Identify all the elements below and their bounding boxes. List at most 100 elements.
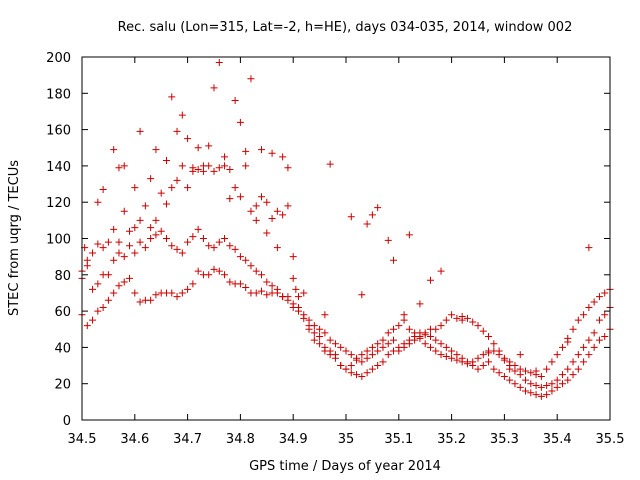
data-point xyxy=(405,231,413,239)
data-point xyxy=(147,224,155,232)
data-point xyxy=(432,347,440,355)
data-point xyxy=(194,144,202,152)
data-point xyxy=(162,156,170,164)
data-point xyxy=(210,244,218,252)
data-point xyxy=(421,329,429,337)
data-point xyxy=(595,293,603,301)
data-point xyxy=(474,354,482,362)
data-point xyxy=(94,280,102,288)
data-point xyxy=(374,340,382,348)
data-point xyxy=(527,380,535,388)
plot-frame xyxy=(81,56,611,421)
data-point xyxy=(537,392,545,400)
data-point xyxy=(384,351,392,359)
data-point xyxy=(184,238,192,246)
data-point xyxy=(485,333,493,341)
x-tick-label: 35.5 xyxy=(596,432,625,447)
data-point xyxy=(580,343,588,351)
data-point xyxy=(453,351,461,359)
data-point xyxy=(485,358,493,366)
data-point xyxy=(416,333,424,341)
data-point xyxy=(479,362,487,370)
y-tick-label: 60 xyxy=(54,305,71,320)
data-point xyxy=(342,347,350,355)
data-point xyxy=(601,289,609,297)
data-point xyxy=(99,185,107,193)
data-point xyxy=(495,369,503,377)
y-tick-label: 160 xyxy=(46,124,71,139)
y-tick-label: 20 xyxy=(54,378,71,393)
data-point xyxy=(432,336,440,344)
data-point xyxy=(268,282,276,290)
data-point xyxy=(221,271,229,279)
data-point xyxy=(363,220,371,228)
data-point xyxy=(553,383,561,391)
data-point xyxy=(532,367,540,375)
data-point xyxy=(289,253,297,261)
data-point xyxy=(469,318,477,326)
data-point xyxy=(126,274,134,282)
x-tick-label: 35.3 xyxy=(490,432,519,447)
y-tick-label: 140 xyxy=(46,160,71,175)
data-point xyxy=(326,336,334,344)
data-point xyxy=(347,362,355,370)
data-point xyxy=(115,249,123,257)
data-point xyxy=(405,340,413,348)
data-point xyxy=(184,184,192,192)
data-point xyxy=(258,287,266,295)
data-point xyxy=(374,204,382,212)
data-point xyxy=(453,314,461,322)
data-point xyxy=(316,340,324,348)
data-point xyxy=(263,278,271,286)
data-point xyxy=(215,164,223,172)
data-point xyxy=(120,253,128,261)
data-point xyxy=(104,296,112,304)
data-point xyxy=(337,343,345,351)
data-point xyxy=(263,198,271,206)
data-point xyxy=(321,329,329,337)
data-point xyxy=(522,387,530,395)
data-point xyxy=(110,146,118,154)
data-point xyxy=(136,298,144,306)
data-point xyxy=(543,391,551,399)
data-point xyxy=(189,280,197,288)
data-point xyxy=(532,382,540,390)
data-point xyxy=(279,211,287,219)
data-point xyxy=(379,343,387,351)
data-point xyxy=(242,256,250,264)
data-point xyxy=(490,365,498,373)
data-point xyxy=(426,333,434,341)
data-point xyxy=(495,351,503,359)
data-point xyxy=(279,153,287,161)
data-point xyxy=(384,236,392,244)
data-point xyxy=(189,233,197,241)
data-point xyxy=(168,184,176,192)
data-point xyxy=(331,354,339,362)
data-point xyxy=(390,325,398,333)
x-axis-ticks: 34.5 34.6 34.7 34.8 34.9 35 35.1 35.2 35.3 35.4 35… xyxy=(68,57,625,447)
data-point xyxy=(437,322,445,330)
data-point xyxy=(374,347,382,355)
data-point xyxy=(564,338,572,346)
x-axis-label: GPS time / Days of year 2014 xyxy=(249,459,441,474)
data-point xyxy=(258,193,266,201)
data-point xyxy=(231,97,239,105)
data-point xyxy=(94,198,102,206)
data-point xyxy=(564,365,572,373)
data-point xyxy=(316,333,324,341)
data-point xyxy=(89,316,97,324)
data-point xyxy=(126,242,134,250)
data-point xyxy=(131,184,139,192)
data-point xyxy=(353,354,361,362)
data-point xyxy=(353,371,361,379)
data-point xyxy=(548,387,556,395)
data-point xyxy=(294,303,302,311)
data-point xyxy=(252,289,260,297)
data-point xyxy=(379,336,387,344)
data-point xyxy=(411,329,419,337)
data-point xyxy=(458,313,466,321)
data-point xyxy=(252,216,260,224)
data-point xyxy=(310,322,318,330)
data-point xyxy=(347,369,355,377)
data-point xyxy=(89,285,97,293)
